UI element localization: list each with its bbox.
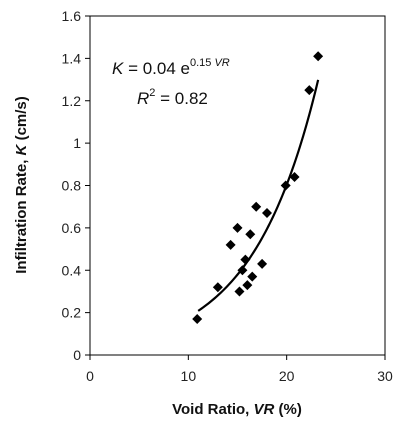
y-tick-label: 1 [73, 135, 81, 151]
data-point [234, 286, 245, 297]
y-tick-label: 1.4 [62, 50, 82, 66]
y-axis-ticks: 0 0.2 0.4 0.6 0.8 1 1.2 1.4 1.6 [62, 8, 90, 363]
x-tick-label: 10 [181, 368, 197, 384]
plot-area-frame [89, 15, 386, 356]
x-tick-label: 0 [86, 368, 94, 384]
y-tick-label: 1.6 [62, 8, 82, 24]
data-point [240, 254, 251, 265]
x-tick-label: 20 [279, 368, 295, 384]
x-tick-label: 30 [377, 368, 393, 384]
equation-text: K = 0.04 e0.15 VR [112, 57, 230, 78]
y-tick-label: 1.2 [62, 93, 82, 109]
x-axis-label: Void Ratio, VR (%) [172, 401, 302, 418]
data-point [289, 172, 300, 183]
data-point [251, 201, 262, 212]
r-squared-text: R2 = 0.82 [137, 87, 208, 108]
data-point [280, 180, 291, 191]
data-point [237, 265, 248, 276]
y-tick-label: 0.2 [62, 305, 82, 321]
data-point [313, 51, 324, 62]
data-point [247, 271, 258, 282]
data-point [232, 222, 243, 233]
x-axis-ticks: 0 10 20 30 [86, 355, 393, 384]
data-point [225, 239, 236, 250]
data-point [212, 282, 223, 293]
y-tick-label: 0 [73, 347, 81, 363]
data-point [262, 208, 272, 219]
data-point [192, 313, 203, 324]
y-tick-label: 0.4 [62, 262, 82, 278]
data-points [192, 51, 324, 324]
data-point [257, 258, 268, 269]
data-point [242, 280, 253, 291]
data-point [245, 229, 256, 240]
y-tick-label: 0.8 [62, 178, 82, 194]
y-tick-label: 0.6 [62, 220, 82, 236]
trendline [197, 79, 320, 312]
data-point [304, 85, 315, 96]
y-axis-label: Infiltration Rate, K (cm/s) [13, 96, 30, 274]
